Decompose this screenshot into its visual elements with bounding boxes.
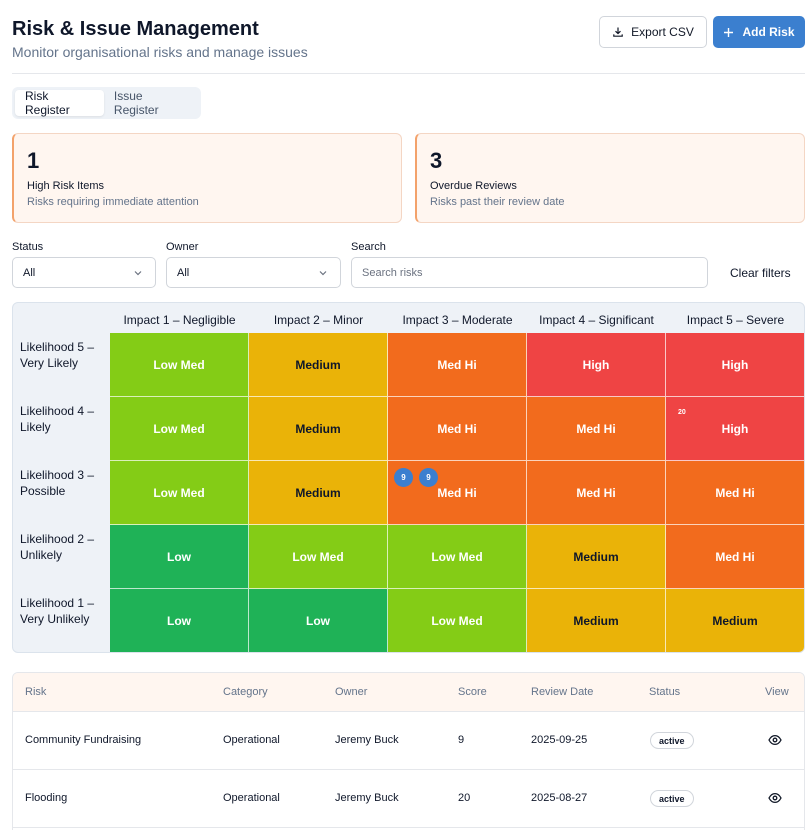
status-filter-label: Status bbox=[12, 241, 44, 253]
table-row[interactable]: Flooding Operational Jeremy Buck 20 2025… bbox=[13, 770, 804, 828]
matrix-cell[interactable]: Low Med bbox=[110, 397, 249, 461]
matrix-cell[interactable]: Medium bbox=[249, 333, 388, 397]
column-header-review-date: Review Date bbox=[531, 686, 594, 698]
eye-icon[interactable] bbox=[768, 792, 782, 804]
status-badge: active bbox=[650, 790, 694, 807]
column-header-score: Score bbox=[458, 686, 487, 698]
likelihood-label-3: Likelihood 3 – Possible bbox=[20, 468, 95, 498]
impact-header-3: Impact 3 – Moderate bbox=[402, 313, 513, 327]
risk-heat-matrix: Impact 1 – Negligible Impact 2 – Minor I… bbox=[12, 302, 805, 653]
column-header-view: View bbox=[765, 686, 789, 698]
matrix-cell[interactable]: Medium bbox=[527, 525, 666, 589]
clear-filters-button[interactable]: Clear filters bbox=[730, 266, 791, 280]
overdue-count: 3 bbox=[430, 148, 443, 173]
overdue-description: Risks past their review date bbox=[430, 196, 565, 208]
risk-marker[interactable]: 9 bbox=[394, 468, 413, 487]
matrix-cell[interactable]: Med Hi bbox=[527, 397, 666, 461]
register-tabs: Risk Register Issue Register bbox=[12, 87, 201, 119]
matrix-cell[interactable]: Med Hi bbox=[666, 525, 804, 589]
matrix-cell[interactable]: Medium bbox=[249, 397, 388, 461]
matrix-cell[interactable]: Med Hi bbox=[666, 461, 804, 525]
owner-select-value: All bbox=[177, 266, 190, 279]
likelihood-label-2: Likelihood 2 – Unlikely bbox=[20, 532, 95, 562]
matrix-cell[interactable]: Medium bbox=[249, 461, 388, 525]
overdue-reviews-card: 3 Overdue Reviews Risks past their revie… bbox=[415, 133, 805, 223]
overdue-label: Overdue Reviews bbox=[430, 180, 517, 192]
column-header-risk: Risk bbox=[25, 686, 47, 698]
high-risk-count: 1 bbox=[27, 148, 40, 173]
matrix-cell[interactable]: Low bbox=[110, 589, 249, 652]
matrix-cell[interactable]: Med Hi bbox=[388, 333, 527, 397]
risk-marker[interactable]: 9 bbox=[419, 468, 438, 487]
risk-owner: Jeremy Buck bbox=[335, 734, 399, 746]
risk-marker[interactable]: 20 bbox=[678, 409, 686, 416]
matrix-cell[interactable]: Medium bbox=[527, 589, 666, 652]
likelihood-label-1: Likelihood 1 – Very Unlikely bbox=[20, 596, 95, 626]
plus-icon bbox=[724, 27, 734, 37]
status-select[interactable]: All bbox=[12, 257, 156, 288]
high-risk-card: 1 High Risk Items Risks requiring immedi… bbox=[12, 133, 402, 223]
risk-review-date: 2025-08-27 bbox=[531, 792, 588, 804]
impact-header-4: Impact 4 – Significant bbox=[539, 313, 654, 327]
matrix-cell[interactable]: High bbox=[666, 397, 804, 461]
owner-filter-label: Owner bbox=[166, 241, 199, 253]
matrix-cell[interactable]: Low bbox=[110, 525, 249, 589]
risk-review-date: 2025-09-25 bbox=[531, 734, 588, 746]
matrix-cell[interactable]: Low Med bbox=[110, 461, 249, 525]
matrix-cell[interactable]: Low Med bbox=[249, 525, 388, 589]
column-header-category: Category bbox=[223, 686, 268, 698]
risk-score: 20 bbox=[458, 792, 471, 804]
risk-score: 9 bbox=[458, 734, 465, 746]
eye-icon[interactable] bbox=[768, 734, 782, 746]
impact-header-2: Impact 2 – Minor bbox=[273, 313, 364, 327]
matrix-cell[interactable]: Low Med bbox=[388, 589, 527, 652]
matrix-cell[interactable]: High bbox=[527, 333, 666, 397]
tab-risk-register[interactable]: Risk Register bbox=[15, 89, 104, 117]
likelihood-label-4: Likelihood 4 – Likely bbox=[20, 404, 95, 434]
export-csv-label: Export CSV bbox=[631, 25, 694, 39]
chevron-down-icon bbox=[134, 271, 142, 276]
matrix-cell[interactable]: Low bbox=[249, 589, 388, 652]
risk-table: Risk Category Owner Score Review Date St… bbox=[12, 672, 805, 830]
add-risk-label: Add Risk bbox=[742, 25, 795, 39]
risk-category: Operational bbox=[223, 792, 280, 804]
matrix-cell[interactable]: Med Hi bbox=[388, 397, 527, 461]
page-subtitle: Monitor organisational risks and manage … bbox=[12, 44, 308, 60]
table-row[interactable]: Community Fundraising Operational Jeremy… bbox=[13, 712, 804, 770]
risk-name: Flooding bbox=[25, 792, 68, 804]
matrix-cell[interactable]: Low Med bbox=[388, 525, 527, 589]
risk-category: Operational bbox=[223, 734, 280, 746]
matrix-cell[interactable]: Low Med bbox=[110, 333, 249, 397]
impact-header-5: Impact 5 – Severe bbox=[686, 313, 785, 327]
matrix-cell[interactable]: Med Hi bbox=[527, 461, 666, 525]
high-risk-description: Risks requiring immediate attention bbox=[27, 196, 199, 208]
column-header-owner: Owner bbox=[335, 686, 368, 698]
risk-name: Community Fundraising bbox=[25, 734, 142, 746]
page-header: Risk & Issue Management Monitor organisa… bbox=[12, 16, 805, 74]
search-label: Search bbox=[351, 241, 386, 253]
page-title: Risk & Issue Management bbox=[12, 18, 259, 40]
download-icon bbox=[613, 27, 623, 37]
impact-header-1: Impact 1 – Negligible bbox=[123, 313, 236, 327]
export-csv-button[interactable]: Export CSV bbox=[599, 16, 707, 48]
matrix-cell[interactable]: Medium bbox=[666, 589, 804, 652]
high-risk-label: High Risk Items bbox=[27, 180, 105, 192]
search-input[interactable] bbox=[351, 257, 708, 288]
chevron-down-icon bbox=[319, 271, 327, 276]
add-risk-button[interactable]: Add Risk bbox=[713, 16, 805, 48]
owner-select[interactable]: All bbox=[166, 257, 341, 288]
status-badge: active bbox=[650, 732, 694, 749]
tab-issue-register[interactable]: Issue Register bbox=[113, 89, 159, 117]
likelihood-label-5: Likelihood 5 – Very Likely bbox=[20, 340, 95, 370]
column-header-status: Status bbox=[649, 686, 681, 698]
risk-owner: Jeremy Buck bbox=[335, 792, 399, 804]
matrix-cell[interactable]: High bbox=[666, 333, 804, 397]
table-header: Risk Category Owner Score Review Date St… bbox=[13, 673, 804, 712]
status-select-value: All bbox=[23, 266, 36, 279]
